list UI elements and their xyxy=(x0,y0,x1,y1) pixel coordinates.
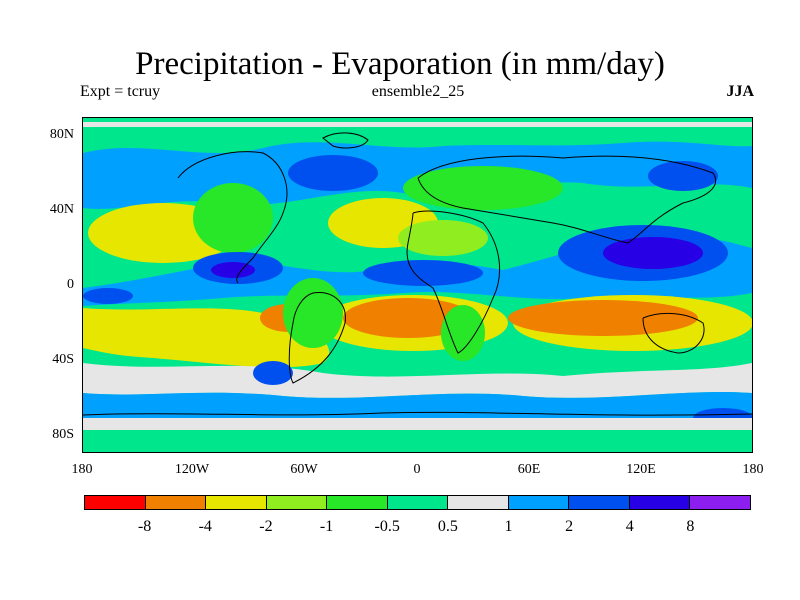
southern-africa-land xyxy=(441,305,485,361)
precip-evap-map xyxy=(82,117,753,453)
lon-label-180w: 180 xyxy=(71,462,93,477)
map-canvas xyxy=(83,118,752,452)
atlantic-itcz xyxy=(363,260,483,286)
colorbar-cell-3 xyxy=(266,496,328,509)
colorbar-cell-0 xyxy=(85,496,146,509)
colorbar-cell-9 xyxy=(629,496,691,509)
central-america-max xyxy=(211,262,255,278)
colorbar-cell-1 xyxy=(145,496,207,509)
coastlines xyxy=(83,132,752,416)
warm-pool xyxy=(603,237,703,269)
colorbar-label-4: -0.5 xyxy=(374,518,400,535)
south-america-land xyxy=(283,278,343,348)
colorbar-label-2: -2 xyxy=(259,518,273,535)
north-america-land xyxy=(193,183,273,253)
colorbar-cell-8 xyxy=(569,496,630,509)
lat-label-80n: 80N xyxy=(49,127,74,142)
lat-label-40n: 40N xyxy=(49,202,74,217)
north-america-coast xyxy=(177,151,288,284)
colorbar-label-7: 2 xyxy=(565,518,574,535)
africa-coast xyxy=(406,210,501,354)
sahara-region xyxy=(398,220,488,256)
colorbar-label-0: -8 xyxy=(137,518,152,535)
season-label: JJA xyxy=(726,83,754,100)
colorbar-cell-5 xyxy=(387,496,449,509)
colorbar-cell-4 xyxy=(327,496,388,509)
west-pacific-itcz xyxy=(83,288,133,304)
lat-label-80s: 80S xyxy=(52,427,74,442)
north-atlantic-high xyxy=(288,155,378,191)
arctic-band xyxy=(83,118,752,127)
colorbar-label-6: 1 xyxy=(504,518,513,535)
patagonia-max xyxy=(253,361,293,385)
lon-label-120e: 120E xyxy=(626,462,656,477)
north-pacific-high xyxy=(648,161,718,191)
colorbar-cell-10 xyxy=(690,496,751,509)
colorbar xyxy=(84,495,751,510)
colorbar-label-9: 8 xyxy=(686,518,695,535)
lon-label-0: 0 xyxy=(413,462,421,477)
arctic-edge xyxy=(83,118,752,122)
southern-neutral-band xyxy=(83,363,752,398)
experiment-label: Expt = tcruy xyxy=(80,83,161,100)
colorbar-cell-6 xyxy=(448,496,509,509)
colorbar-cell-2 xyxy=(206,496,267,509)
greenland-coast xyxy=(322,132,369,149)
colorbar-label-3: -1 xyxy=(319,518,334,535)
colorbar-cell-7 xyxy=(508,496,570,509)
colorbar-label-5: 0.5 xyxy=(437,518,458,535)
plot-title: Precipitation - Evaporation (in mm/day) xyxy=(135,46,665,82)
antarctica-coast xyxy=(83,411,752,416)
lon-label-120w: 120W xyxy=(174,462,210,477)
south-america-coast xyxy=(288,292,346,384)
colorbar-label-8: 4 xyxy=(625,518,634,535)
lon-label-60e: 60E xyxy=(517,462,541,477)
south-atlantic-core xyxy=(343,298,473,338)
eurasia-coast xyxy=(417,155,716,244)
ensemble-label: ensemble2_25 xyxy=(371,83,465,100)
colorbar-label-1: -4 xyxy=(198,518,212,535)
lat-label-equator: 0 xyxy=(67,277,74,292)
lon-label-180e: 180 xyxy=(742,462,764,477)
lon-label-60w: 60W xyxy=(290,462,318,477)
south-indian-core xyxy=(508,300,698,336)
australia-coast xyxy=(642,313,705,354)
antarctic-interior xyxy=(83,430,752,452)
eurasia-land xyxy=(403,166,563,210)
lat-label-40s: 40S xyxy=(52,352,74,367)
